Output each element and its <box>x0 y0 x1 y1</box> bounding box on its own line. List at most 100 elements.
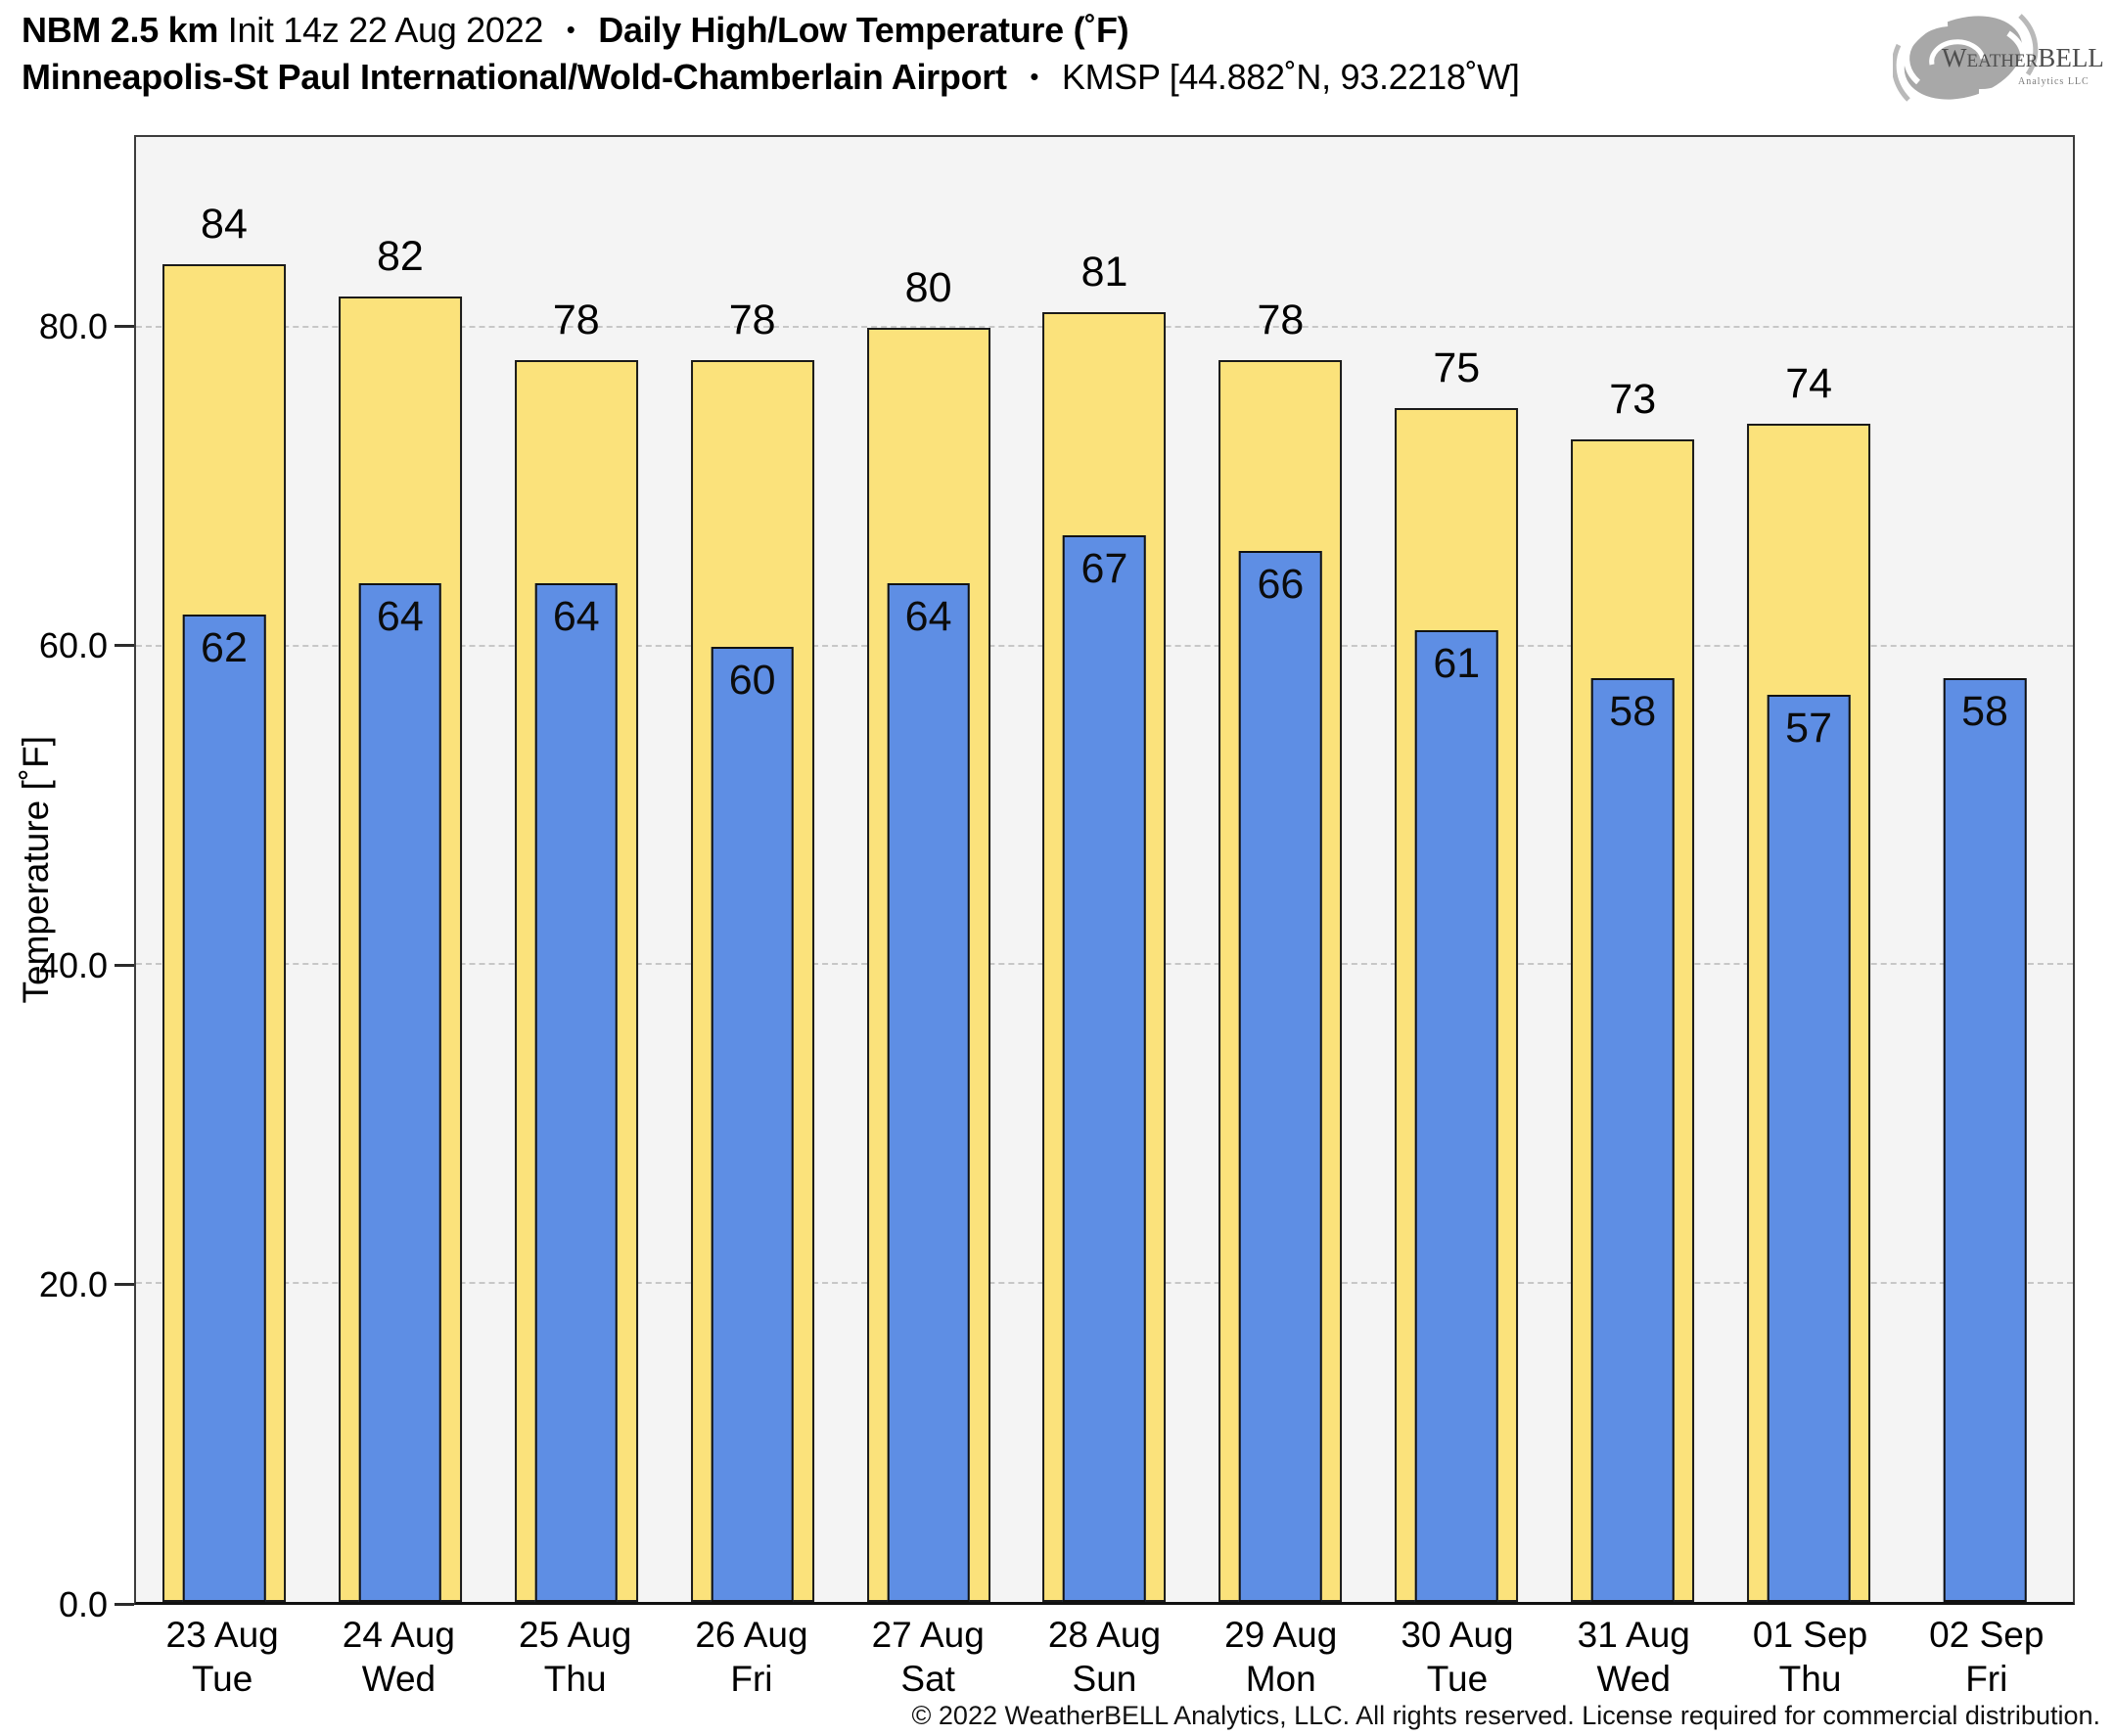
bar-slot-29-aug: 78 66 <box>1192 137 1368 1602</box>
high-value-label: 78 <box>552 296 600 343</box>
low-value-label: 64 <box>904 592 952 640</box>
y-tick-label: 60.0 <box>38 625 108 666</box>
x-tick-day: Sun <box>1072 1659 1137 1700</box>
y-tick-mark <box>115 1283 134 1287</box>
x-axis-labels: 23 Aug Tue 24 Aug Wed 25 Aug Thu 26 Aug Fri 27 A… <box>134 1613 2075 1701</box>
x-tick-day: Thu <box>543 1659 607 1700</box>
copyright-notice: © 2022 WeatherBELL Analytics, LLC. All r… <box>911 1701 2100 1730</box>
x-tick-date: 25 Aug <box>519 1615 632 1655</box>
title-model: NBM 2.5 km <box>22 10 219 50</box>
low-temp-bar: 67 <box>1063 534 1146 1602</box>
low-value-label: 58 <box>1609 688 1657 736</box>
x-tick-26-aug: 26 Aug Fri <box>664 1613 840 1701</box>
low-temp-bar: 58 <box>1943 678 2027 1602</box>
x-tick-day: Tue <box>1426 1659 1489 1700</box>
low-temp-bar: 62 <box>182 615 266 1602</box>
x-tick-30-aug: 30 Aug Tue <box>1369 1613 1545 1701</box>
y-tick-marks-rail <box>115 135 134 1606</box>
bars-row: 84 62 82 64 78 64 78 60 80 64 81 67 78 66 75 61 73 58 74 57… <box>136 137 2073 1602</box>
subtitle-station-id: KMSP [44.882˚N, 93.2218˚W] <box>1061 57 1520 97</box>
logo-subtitle: Analytics LLC <box>2018 76 2090 87</box>
high-value-label: 82 <box>376 232 424 280</box>
low-temp-bar: 61 <box>1415 630 1498 1602</box>
low-value-label: 64 <box>552 592 600 640</box>
high-value-label: 78 <box>728 296 776 343</box>
x-tick-date: 26 Aug <box>695 1615 808 1655</box>
x-tick-day: Sat <box>900 1659 955 1700</box>
x-tick-29-aug: 29 Aug Mon <box>1193 1613 1369 1701</box>
y-tick-mark <box>115 324 134 328</box>
low-temp-bar: 64 <box>887 582 970 1602</box>
low-temp-bar: 64 <box>534 582 619 1602</box>
high-value-label: 73 <box>1609 376 1657 424</box>
bar-slot-31-aug: 73 58 <box>1544 137 1721 1602</box>
x-tick-day: Thu <box>1778 1659 1842 1700</box>
page-title: NBM 2.5 km Init 14z 22 Aug 2022 • Daily … <box>22 10 1129 51</box>
subtitle-separator-dot: • <box>1030 64 1039 92</box>
high-value-label: 81 <box>1080 249 1128 296</box>
y-tick-mark <box>115 644 134 648</box>
x-tick-day: Fri <box>1965 1659 2008 1700</box>
x-tick-date: 24 Aug <box>342 1615 456 1655</box>
low-value-label: 58 <box>1961 688 2008 736</box>
x-tick-date: 31 Aug <box>1577 1615 1690 1655</box>
low-temp-bar: 60 <box>711 646 794 1602</box>
y-tick-label: 0.0 <box>58 1584 108 1624</box>
y-tick-label: 20.0 <box>38 1264 108 1305</box>
y-tick-labels-rail: 0.0 20.0 40.0 60.0 80.0 <box>0 135 108 1624</box>
x-tick-31-aug: 31 Aug Wed <box>1545 1613 1722 1701</box>
high-value-label: 78 <box>1257 296 1305 343</box>
bar-slot-26-aug: 78 60 <box>665 137 841 1602</box>
bar-slot-24-aug: 82 64 <box>312 137 488 1602</box>
title-separator-dot: • <box>566 17 575 45</box>
high-value-label: 80 <box>904 264 952 312</box>
weatherbell-logo: WeatherBELL Analytics LLC <box>1893 14 2104 102</box>
low-value-label: 57 <box>1785 704 1833 752</box>
low-value-label: 66 <box>1257 561 1305 609</box>
x-tick-24-aug: 24 Aug Wed <box>310 1613 486 1701</box>
high-value-label: 74 <box>1785 359 1833 407</box>
page-subtitle: Minneapolis-St Paul International/Wold-C… <box>22 57 1520 98</box>
x-tick-date: 01 Sep <box>1752 1615 1868 1655</box>
x-tick-date: 29 Aug <box>1224 1615 1338 1655</box>
y-tick-mark <box>115 963 134 967</box>
x-tick-27-aug: 27 Aug Sat <box>840 1613 1016 1701</box>
x-tick-28-aug: 28 Aug Sun <box>1016 1613 1192 1701</box>
low-value-label: 64 <box>376 592 424 640</box>
high-value-label: 75 <box>1433 343 1481 391</box>
x-tick-date: 30 Aug <box>1401 1615 1514 1655</box>
low-temp-bar: 57 <box>1767 694 1851 1602</box>
x-tick-date: 23 Aug <box>165 1615 279 1655</box>
x-tick-25-aug: 25 Aug Thu <box>487 1613 664 1701</box>
bar-slot-27-aug: 80 64 <box>841 137 1017 1602</box>
high-value-label: 84 <box>201 201 248 249</box>
bar-slot-30-aug: 75 61 <box>1368 137 1544 1602</box>
bar-slot-28-aug: 81 67 <box>1017 137 1193 1602</box>
x-tick-day: Wed <box>1596 1659 1671 1700</box>
title-product: Daily High/Low Temperature (˚F) <box>598 10 1129 50</box>
x-tick-date: 27 Aug <box>871 1615 985 1655</box>
x-tick-date: 02 Sep <box>1929 1615 2045 1655</box>
low-value-label: 61 <box>1433 640 1481 688</box>
title-init: Init 14z 22 Aug 2022 <box>227 10 544 50</box>
low-value-label: 62 <box>201 624 248 672</box>
x-tick-02-sep: 02 Sep Fri <box>1899 1613 2075 1701</box>
plot-area: 84 62 82 64 78 64 78 60 80 64 81 67 78 66 75 61 73 58 74 57… <box>134 135 2075 1605</box>
x-tick-01-sep: 01 Sep Thu <box>1722 1613 1898 1701</box>
low-value-label: 60 <box>728 656 776 704</box>
x-tick-day: Wed <box>361 1659 437 1700</box>
bar-slot-02-sep: 58 <box>1897 137 2073 1602</box>
x-tick-23-aug: 23 Aug Tue <box>134 1613 310 1701</box>
bar-slot-25-aug: 78 64 <box>488 137 665 1602</box>
x-tick-day: Mon <box>1245 1659 1316 1700</box>
low-temp-bar: 64 <box>358 582 442 1602</box>
low-value-label: 67 <box>1080 544 1128 592</box>
y-tick-label: 80.0 <box>38 305 108 346</box>
bar-slot-23-aug: 84 62 <box>136 137 312 1602</box>
x-tick-date: 28 Aug <box>1047 1615 1162 1655</box>
x-tick-day: Tue <box>191 1659 253 1700</box>
low-temp-bar: 66 <box>1239 551 1322 1602</box>
x-tick-day: Fri <box>730 1659 773 1700</box>
y-tick-label: 40.0 <box>38 944 108 985</box>
